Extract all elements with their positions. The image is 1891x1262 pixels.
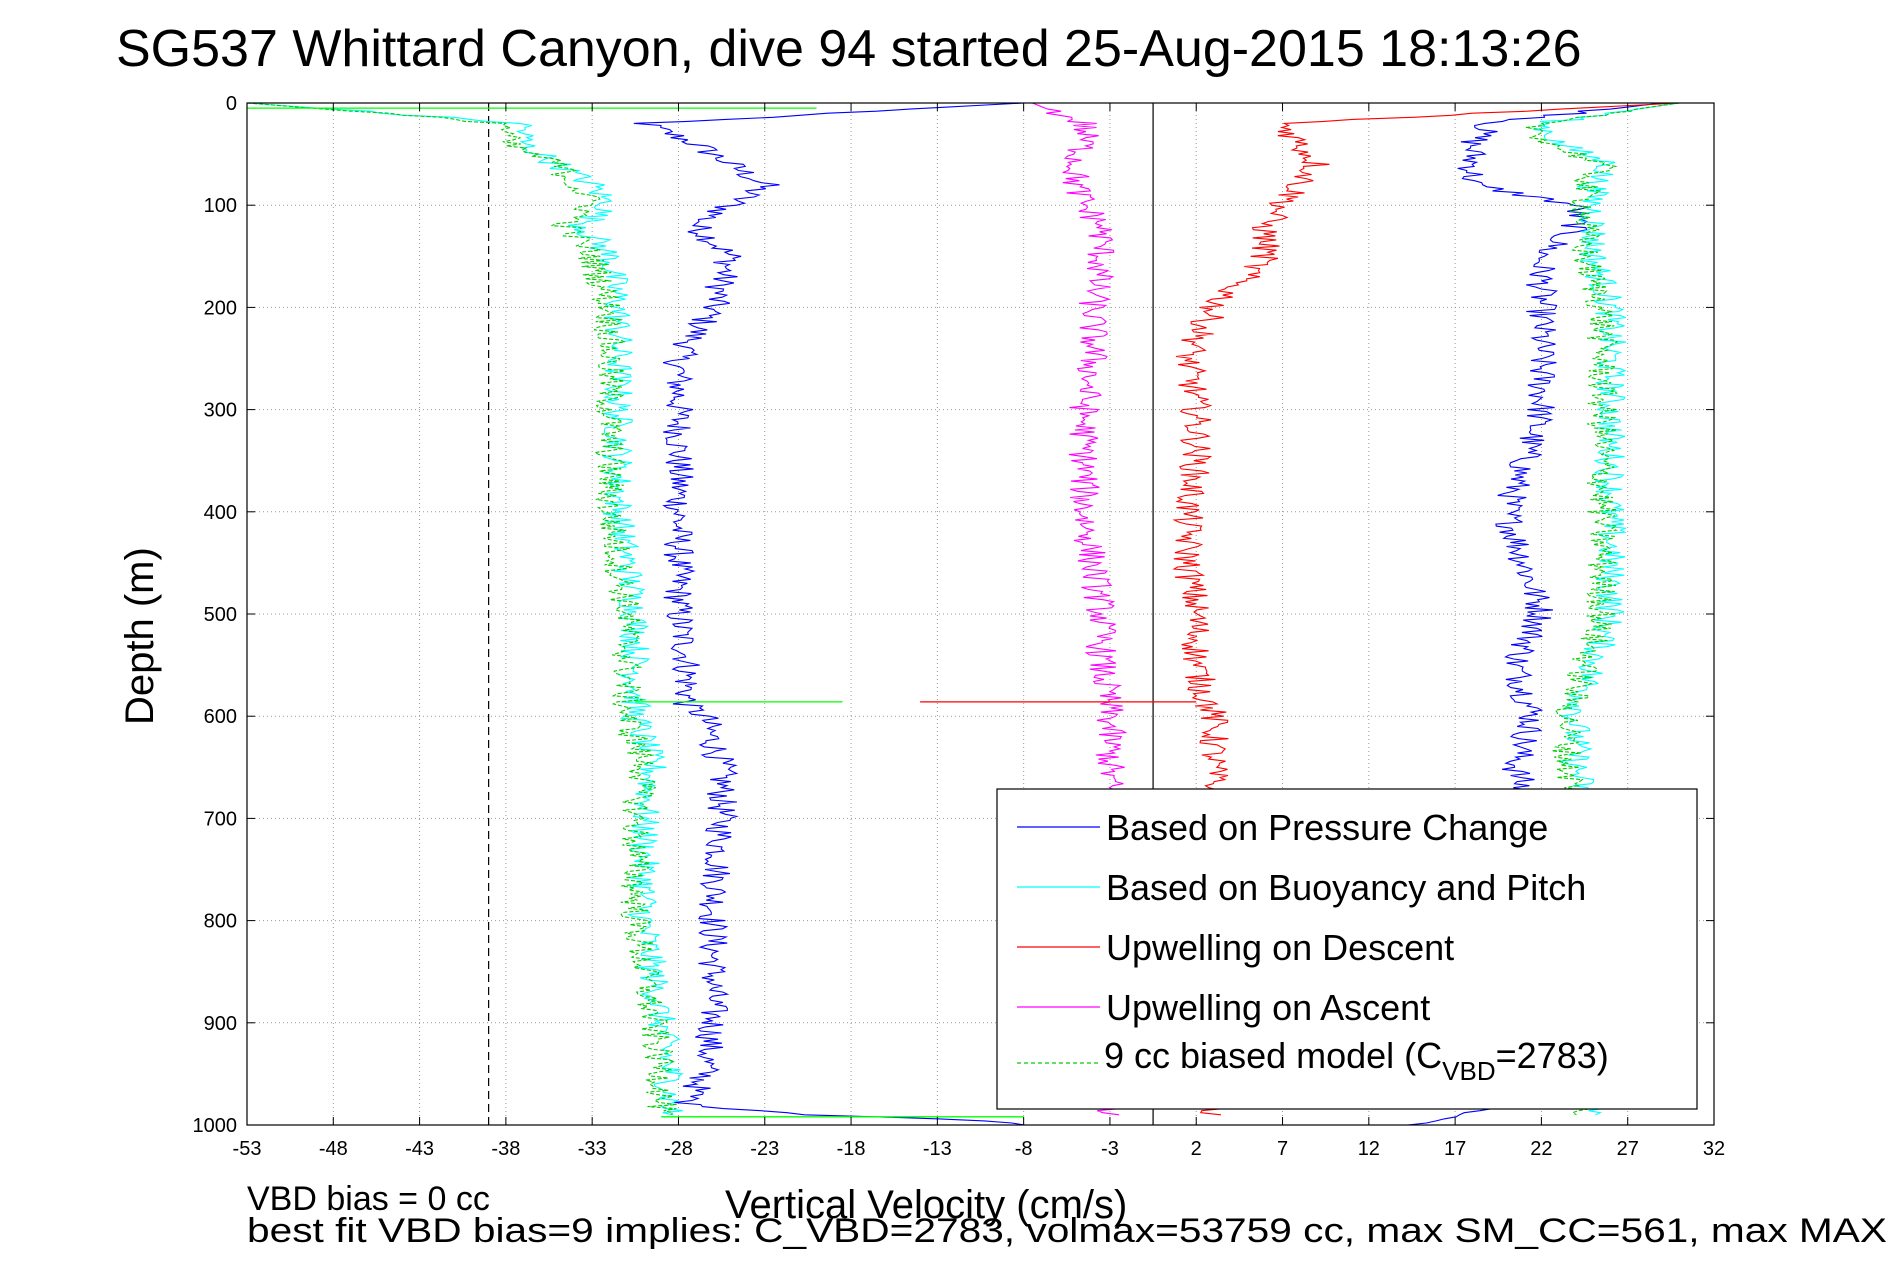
y-tick-label: 400 — [204, 502, 237, 524]
x-tick-label: 22 — [1530, 1138, 1552, 1160]
note-vbd-bias: VBD bias = 0 cc — [247, 1180, 490, 1218]
x-tick-label: -18 — [837, 1138, 866, 1160]
note-best-fit: best fit VBD bias=9 implies: C_VBD=2783,… — [247, 1212, 1887, 1250]
legend-label-pressure: Based on Pressure Change — [1106, 807, 1548, 848]
x-tick-label: 12 — [1358, 1138, 1380, 1160]
x-tick-label: -23 — [750, 1138, 779, 1160]
y-tick-label: 600 — [204, 706, 237, 728]
x-axis-label: Vertical Velocity (cm/s) — [725, 1183, 1127, 1227]
y-axis-ticks: 0 100 200 300 400 500 600 700 800 900 1000 — [193, 93, 1714, 1137]
x-tick-label: 27 — [1617, 1138, 1639, 1160]
x-tick-label: -8 — [1015, 1138, 1033, 1160]
y-tick-label: 500 — [204, 604, 237, 626]
legend-label-model-suffix: =2783) — [1496, 1035, 1609, 1076]
legend-label-descent: Upwelling on Descent — [1106, 927, 1454, 968]
x-tick-label: -53 — [233, 1138, 262, 1160]
legend: Based on Pressure Change Based on Buoyan… — [996, 788, 1698, 1110]
y-tick-label: 200 — [204, 297, 237, 319]
x-tick-label: -3 — [1101, 1138, 1119, 1160]
y-tick-label: 300 — [204, 400, 237, 422]
x-tick-label: 17 — [1444, 1138, 1466, 1160]
x-tick-label: -43 — [405, 1138, 434, 1160]
x-tick-label: -48 — [319, 1138, 348, 1160]
x-tick-label: 2 — [1191, 1138, 1202, 1160]
series-line-0-0 — [633, 102, 1025, 1126]
x-tick-label: -13 — [923, 1138, 952, 1160]
series-line-4-0 — [246, 102, 677, 1116]
y-tick-label: 800 — [204, 911, 237, 933]
y-axis-label: Depth (m) — [118, 547, 162, 725]
x-tick-label: 32 — [1703, 1138, 1725, 1160]
x-axis-ticks: -53 -48 -43 -38 -33 -28 -23 -18 -13 -8 -3 2 7 12 17 22 2… — [233, 103, 1725, 1160]
legend-label-ascent: Upwelling on Ascent — [1106, 987, 1430, 1028]
x-tick-label: -33 — [578, 1138, 607, 1160]
legend-label-model-prefix: 9 cc biased model (C — [1104, 1035, 1442, 1076]
y-tick-label: 700 — [204, 808, 237, 830]
x-tick-label: -38 — [491, 1138, 520, 1160]
series-line-1-0 — [246, 102, 684, 1116]
y-tick-label: 0 — [226, 93, 237, 115]
chart-title: SG537 Whittard Canyon, dive 94 started 2… — [116, 20, 1582, 78]
legend-label-model: 9 cc biased model (CVBD=2783) — [1104, 1035, 1609, 1086]
y-tick-label: 100 — [204, 195, 237, 217]
x-tick-label: 7 — [1277, 1138, 1288, 1160]
legend-box — [996, 788, 1698, 1110]
y-tick-label: 1000 — [193, 1115, 238, 1137]
y-tick-label: 900 — [204, 1013, 237, 1035]
legend-label-model-sub: VBD — [1442, 1056, 1495, 1086]
x-tick-label: -28 — [664, 1138, 693, 1160]
legend-label-buoyancy: Based on Buoyancy and Pitch — [1106, 867, 1586, 908]
